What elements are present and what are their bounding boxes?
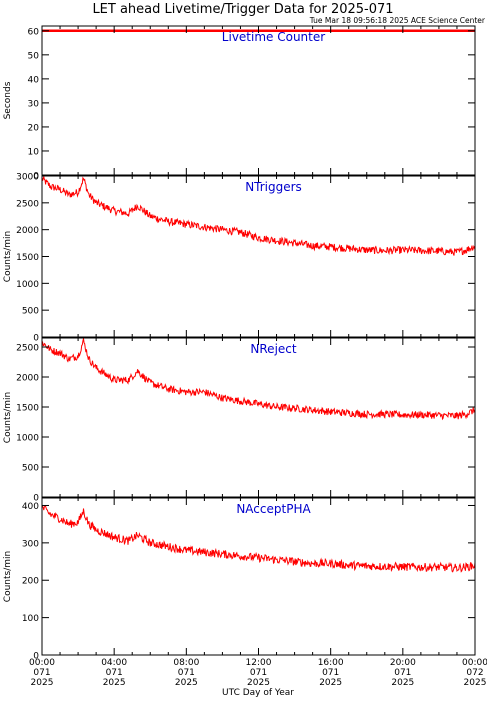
panel-2: 0 500 1000 1500 2000 2500 3000 NTriggers Counts/… (3, 173, 476, 344)
x-tick-label: 071 (178, 668, 195, 678)
y-tick-label: 0 (33, 172, 39, 182)
generated-timestamp: Tue Mar 18 09:56:18 2025 ACE Science Cen… (309, 16, 486, 25)
y-tick-label: 2000 (16, 374, 39, 384)
y-tick-label: 100 (22, 614, 39, 624)
panel-title: NTriggers (245, 180, 302, 194)
x-tick-label: 2025 (319, 678, 342, 688)
y-tick-label: 0 (33, 494, 39, 504)
y-tick-label: 20 (28, 123, 40, 133)
y-tick-label: 400 (22, 502, 39, 512)
series-line (41, 338, 476, 421)
y-tick-label: 200 (22, 577, 39, 587)
x-tick-label: 2025 (31, 678, 54, 688)
y-tick-label: 0 (33, 652, 39, 662)
y-tick-label: 500 (22, 464, 39, 474)
x-tick-label: 071 (250, 668, 267, 678)
x-tick-label: 072 (466, 668, 483, 678)
y-tick-label: 30 (28, 99, 40, 109)
y-tick-label: 1000 (16, 434, 39, 444)
x-tick-label: 2025 (175, 678, 198, 688)
y-tick-label: 1500 (16, 253, 39, 263)
y-tick-label: 1500 (16, 404, 39, 414)
panel-3: 0 500 1000 1500 2000 2500 NReject Counts/min (3, 337, 476, 504)
x-tick-label: 2025 (391, 678, 414, 688)
x-tick-label: 071 (106, 668, 123, 678)
y-axis-title: Counts/min (3, 231, 13, 282)
x-tick-label: 071 (394, 668, 411, 678)
series-line (41, 505, 476, 573)
figure-title: LET ahead Livetime/Trigger Data for 2025… (92, 2, 393, 17)
x-tick-label: 00:00 (462, 658, 487, 668)
x-tick-label: 16:00 (318, 658, 344, 668)
panel-title: NReject (250, 342, 296, 356)
y-axis-title: Seconds (3, 81, 13, 119)
y-tick-label: 50 (28, 51, 40, 61)
x-axis-title: UTC Day of Year (222, 688, 294, 698)
y-axis-title: Counts/min (3, 551, 13, 602)
x-tick-label: 2025 (247, 678, 270, 688)
y-tick-label: 3000 (16, 173, 39, 183)
y-tick-label: 1000 (16, 280, 39, 290)
y-axis-title: Counts/min (3, 392, 13, 443)
y-tick-label: 300 (22, 539, 39, 549)
x-tick-label: 071 (322, 668, 339, 678)
panel-frame (41, 25, 476, 176)
x-tick-label: 071 (33, 668, 50, 678)
panel-title: NAcceptPHA (236, 502, 311, 516)
panel-frame (41, 175, 476, 338)
x-tick-label: 20:00 (390, 658, 416, 668)
y-tick-label: 500 (22, 307, 39, 317)
panel-1: 0 10 20 30 40 50 60 Livetime Counter Seconds (3, 25, 476, 182)
y-tick-label: 2500 (16, 199, 39, 209)
y-tick-label: 2000 (16, 226, 39, 236)
x-tick-label: 08:00 (173, 658, 199, 668)
x-tick-label: 12:00 (246, 658, 272, 668)
panel-frame (41, 497, 476, 656)
y-tick-label: 0 (33, 334, 39, 344)
y-tick-label: 40 (28, 75, 40, 85)
y-tick-label: 60 (28, 27, 40, 37)
x-tick-label: 00:00 (29, 658, 55, 668)
series-line (41, 176, 476, 256)
x-tick-label: 2025 (103, 678, 126, 688)
chart-panels: 0 10 20 30 40 50 60 Livetime Counter Seconds 0 500… (3, 25, 487, 688)
x-tick-label: 2025 (464, 678, 487, 688)
y-tick-label: 2500 (16, 344, 39, 354)
x-tick-label: 04:00 (101, 658, 127, 668)
y-tick-label: 10 (28, 147, 40, 157)
panel-title: Livetime Counter (222, 30, 325, 44)
